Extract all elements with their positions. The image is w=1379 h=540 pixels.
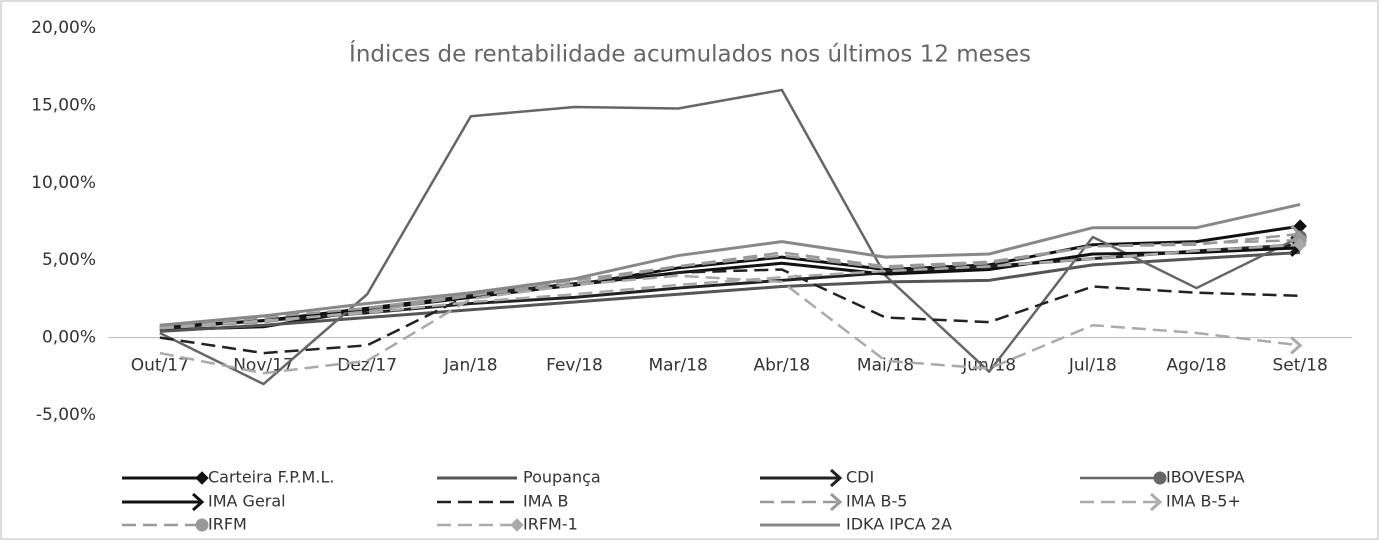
legend-label: IDKA IPCA 2A (846, 515, 952, 534)
legend-marker (510, 518, 524, 532)
y-tick-label: 0,00% (42, 328, 96, 348)
series-marker (1293, 238, 1307, 252)
legend-marker (195, 471, 209, 485)
y-tick-label: 5,00% (42, 250, 96, 270)
chart-title: Índices de rentabilidade acumulados nos … (349, 40, 1031, 68)
x-tick-label: Out/17 (131, 356, 189, 376)
legend-marker (1150, 492, 1163, 512)
x-tick-label: Mar/18 (648, 356, 707, 376)
legend-marker (195, 518, 209, 532)
x-tick-label: Ago/18 (1166, 356, 1226, 376)
legend-label: IMA B-5 (846, 492, 907, 511)
x-tick-label: Fev/18 (546, 356, 603, 376)
legend-label: IBOVESPA (1166, 468, 1245, 487)
y-tick-label: 10,00% (31, 173, 96, 193)
legend-label: IMA B-5+ (1166, 492, 1241, 511)
x-tick-label: Jul/18 (1068, 356, 1117, 376)
legend-marker (830, 468, 843, 488)
x-tick-label: Dez/17 (337, 356, 397, 376)
y-tick-label: -5,00% (36, 405, 96, 425)
series-line (159, 250, 1301, 333)
legend-label: IRFM-1 (523, 515, 578, 534)
y-tick-label: 15,00% (31, 95, 96, 115)
legend-label: CDI (846, 468, 874, 487)
x-tick-label: Mai/18 (857, 356, 914, 376)
legend-label: IRFM (208, 515, 247, 534)
legend-marker (192, 492, 205, 512)
legend-label: IMA B (523, 492, 569, 511)
legend-marker (830, 492, 843, 512)
series-line (159, 243, 1301, 330)
series-line (159, 203, 1301, 327)
series-line (159, 268, 1301, 355)
legend-label: IMA Geral (208, 492, 286, 511)
x-tick-label: Abr/18 (753, 356, 810, 376)
series-line (159, 274, 1301, 375)
legend-label: Poupança (523, 468, 601, 487)
x-tick-label: Jun/18 (961, 356, 1016, 376)
x-tick-label: Set/18 (1273, 356, 1328, 376)
legend-label: Carteira F.P.M.L. (208, 468, 334, 487)
x-tick-label: Jan/18 (443, 356, 498, 376)
series-marker (1290, 336, 1303, 355)
legend-marker (1153, 471, 1167, 485)
y-tick-label: 20,00% (31, 18, 96, 38)
